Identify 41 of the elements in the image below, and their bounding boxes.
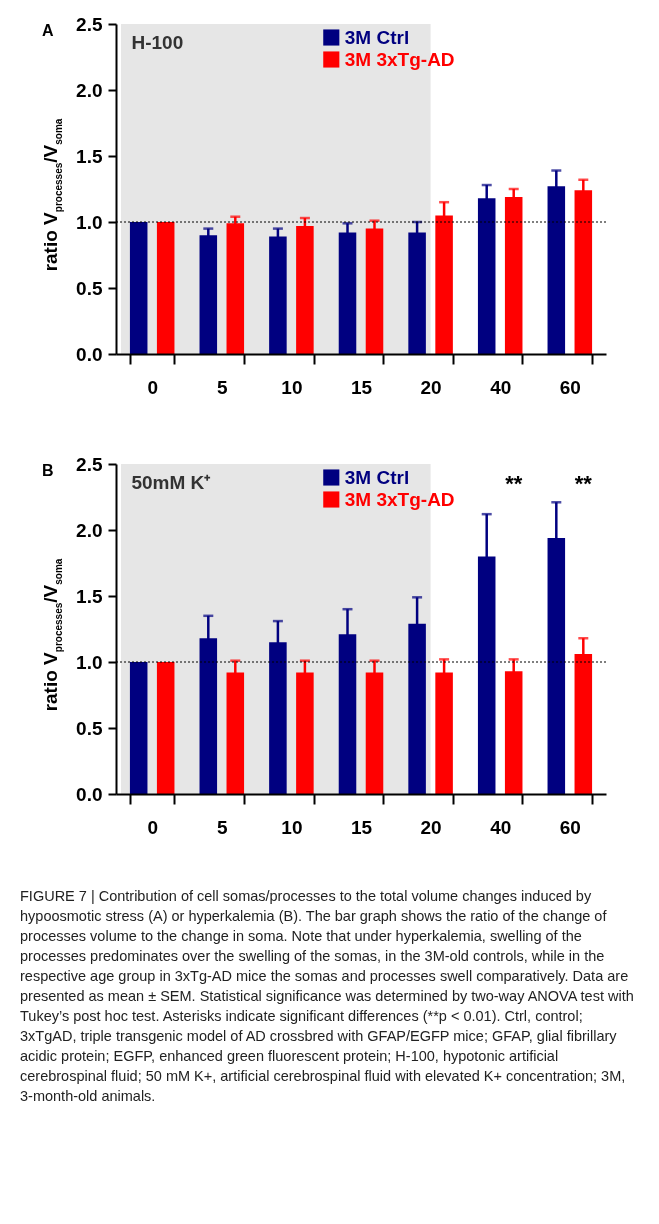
legend-label: 3M Ctrl bbox=[344, 466, 410, 488]
x-tick-label: 5 bbox=[217, 376, 229, 398]
legend-label: 3M 3xTg-AD bbox=[344, 48, 455, 70]
x-tick-label: 15 bbox=[350, 816, 373, 838]
y-tick-label: 1.0 bbox=[76, 651, 103, 673]
x-tick-label: 20 bbox=[420, 816, 442, 838]
bar bbox=[156, 662, 175, 794]
y-tick-label: 2.0 bbox=[76, 79, 103, 101]
bar bbox=[156, 222, 175, 354]
text: B bbox=[42, 462, 54, 480]
x-tick-label: 0 bbox=[147, 816, 158, 838]
x-tick-label: 20 bbox=[420, 376, 442, 398]
band-label: H-100 bbox=[131, 32, 184, 53]
y-tick-label: 0.5 bbox=[76, 277, 103, 299]
y-tick-label: 1.5 bbox=[76, 145, 103, 167]
y-tick-label: 1.0 bbox=[76, 211, 103, 233]
y-tick-label: 1.5 bbox=[76, 585, 103, 607]
legend-label: 3M Ctrl bbox=[344, 26, 410, 48]
bar bbox=[129, 222, 148, 354]
x-tick-label: 5 bbox=[217, 816, 229, 838]
x-tick-label: 60 bbox=[559, 816, 581, 838]
x-tick-label: 40 bbox=[490, 816, 512, 838]
y-tick-label: 2.5 bbox=[76, 13, 103, 35]
y-tick-label: 0.0 bbox=[76, 343, 103, 365]
annotation: ** bbox=[505, 471, 523, 496]
x-tick-label: 60 bbox=[559, 376, 581, 398]
y-tick-label: 0.5 bbox=[76, 717, 103, 739]
y-tick-label: 0.0 bbox=[76, 783, 103, 805]
x-tick-label: 40 bbox=[490, 376, 512, 398]
band-label: 50mM K⁺ bbox=[131, 472, 212, 493]
x-tick-label: 15 bbox=[350, 376, 373, 398]
text: FIGURE 7 | Contribution of cell somas/processes to the total volume changes induced by hypoosmotic stress (A) or hyperkalemia (B). The bar graph shows the ratio of the change of processes volume to the change in soma. Note that under hyperkalemia, swelling of the processes predominates over the swelling of the somas, in the 3M-old controls, while in the respective age group in 3xTg-AD mice the somas and processes swell comparatively. Data are presented as mean ± SEM. Statistical significance was determined by two-way ANOVA test with Tukey’s post hoc test. Asterisks indicate significant differences (**p < 0.01). Ctrl, control; 3xTgAD, triple transgenic model of AD crossbred with GFAP/EGFP mice; GFAP, glial fibrillary acidic protein; EGFP, enhanced green fluorescent protein; H-100, hypotonic artificial cerebrospinal fluid; 50 mM K+, artificial cerebrospinal fluid with elevated K+ concentration; 3M, 3-month-old animals. bbox=[20, 888, 634, 1104]
x-tick-label: 0 bbox=[147, 376, 158, 398]
text: A bbox=[42, 22, 54, 40]
x-tick-label: 10 bbox=[281, 376, 303, 398]
x-tick-label: 10 bbox=[281, 816, 303, 838]
y-tick-label: 2.5 bbox=[76, 453, 103, 475]
legend-label: 3M 3xTg-AD bbox=[344, 488, 455, 510]
bar bbox=[129, 662, 148, 794]
annotation: ** bbox=[574, 471, 593, 496]
y-tick-label: 2.0 bbox=[76, 519, 103, 541]
